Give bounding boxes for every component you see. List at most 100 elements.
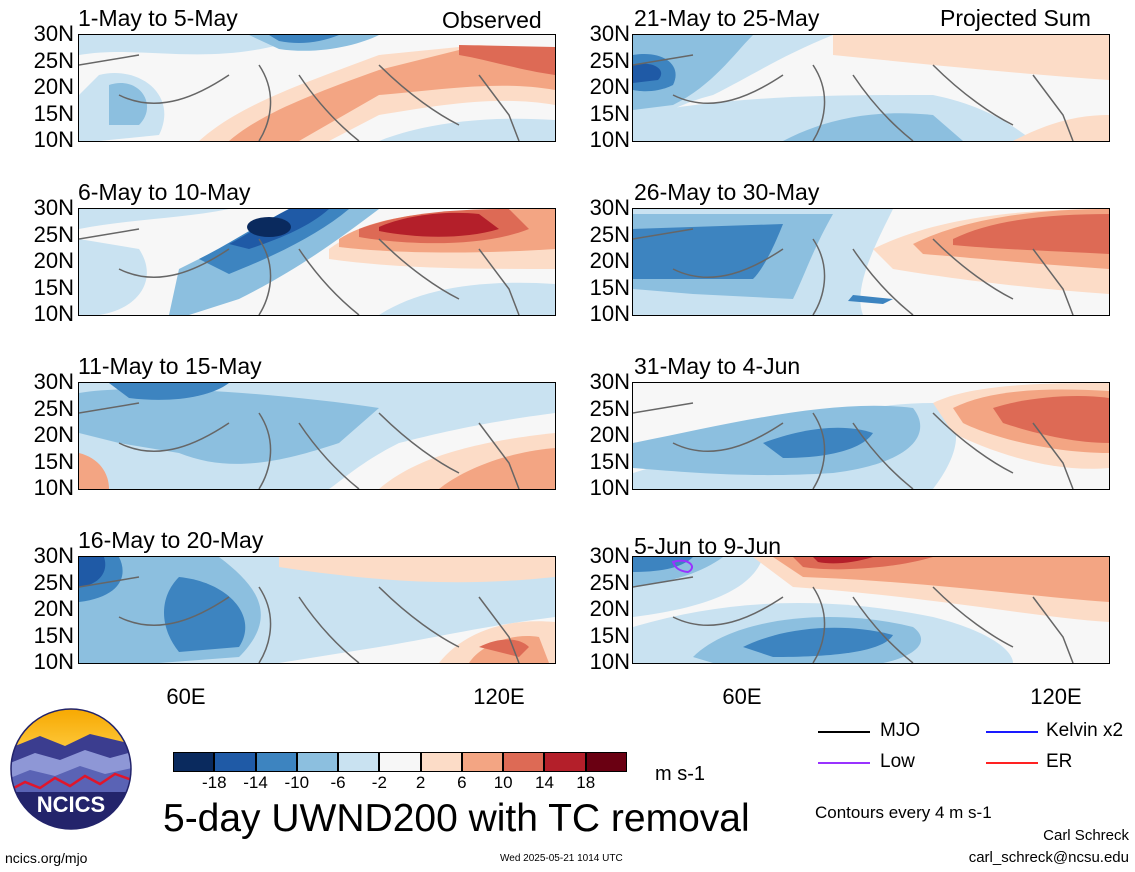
lat-label: 30N	[589, 369, 630, 394]
author-name: Carl Schreck	[1043, 827, 1129, 844]
lat-label: 10N	[589, 649, 630, 674]
lat-label: 15N	[33, 100, 74, 126]
lat-label: 10N	[33, 127, 74, 152]
lat-label: 20N	[33, 596, 74, 621]
lat-label: 30N	[33, 21, 74, 46]
lat-label: 30N	[589, 195, 630, 220]
lat-label: 30N	[33, 195, 74, 220]
colorbar-tick-label: -6	[330, 773, 346, 792]
lat-label: 20N	[589, 74, 630, 99]
panel-title-l0: 1-May to 5-May	[78, 5, 238, 31]
lat-label: 20N	[33, 74, 74, 99]
lat-label: 15N	[33, 622, 74, 648]
panel-tag-projected: Projected Sum	[940, 5, 1091, 31]
lat-label: 25N	[589, 569, 630, 595]
lat-label: 10N	[589, 301, 630, 326]
panel-title-r3: 5-Jun to 9-Jun	[634, 533, 782, 559]
lat-label: 25N	[589, 395, 630, 421]
lat-label: 15N	[589, 100, 630, 126]
colorbar-tick-label: 2	[415, 773, 426, 792]
lat-label: 15N	[33, 274, 74, 300]
lat-label: 25N	[589, 221, 630, 247]
colorbar-swatch	[503, 752, 545, 772]
panel-title-l3: 16-May to 20-May	[78, 527, 264, 553]
lat-label: 10N	[33, 649, 74, 674]
main-title: 5-day UWND200 with TC removal	[163, 797, 750, 840]
legend-line-low	[818, 762, 870, 764]
lat-label: 10N	[33, 301, 74, 326]
map-panel-r0	[632, 34, 1110, 142]
lon-label-120e-right: 120E	[1030, 684, 1082, 709]
panel-title-r0: 21-May to 25-May	[634, 5, 820, 31]
legend-label-mjo: MJO	[880, 720, 921, 741]
lat-label: 20N	[589, 248, 630, 273]
lon-label-60e-right: 60E	[722, 684, 762, 709]
colorbar-tick-label: -2	[371, 773, 387, 792]
lat-label: 20N	[589, 422, 630, 447]
lat-label: 30N	[33, 369, 74, 394]
lat-label: 30N	[589, 21, 630, 46]
colorbar	[173, 752, 627, 772]
lat-label: 25N	[33, 395, 74, 421]
map-panel-r2	[632, 382, 1110, 490]
legend-line-mjo	[818, 731, 870, 733]
lat-label: 15N	[589, 274, 630, 300]
colorbar-tick-label: 18	[576, 773, 596, 792]
website-url: ncics.org/mjo	[5, 850, 88, 866]
colorbar-units: m s-1	[655, 763, 705, 785]
colorbar-swatch	[585, 752, 627, 772]
lat-label: 15N	[33, 448, 74, 474]
legend-label-low: Low	[880, 751, 915, 772]
lat-label: 15N	[589, 622, 630, 648]
colorbar-swatch	[296, 752, 339, 772]
colorbar-tick-label: -10	[284, 773, 310, 792]
colorbar-swatch	[461, 752, 504, 772]
legend-label-er: ER	[1046, 751, 1073, 772]
contour-note: Contours every 4 m s-1	[815, 803, 992, 822]
colorbar-tick-label: 10	[493, 773, 513, 792]
colorbar-tick-label: 6	[457, 773, 467, 792]
ncics-logo: NCICS	[10, 708, 132, 830]
colorbar-swatch	[420, 752, 462, 772]
panel-title-l2: 11-May to 15-May	[78, 353, 262, 379]
lat-label: 20N	[33, 422, 74, 447]
lat-label: 25N	[33, 47, 74, 73]
lat-label: 20N	[589, 596, 630, 621]
colorbar-swatch	[338, 752, 380, 772]
logo-text: NCICS	[37, 792, 105, 817]
map-panel-r1	[632, 208, 1110, 316]
author-email: carl_schreck@ncsu.edu	[968, 849, 1129, 866]
panel-tag-observed: Observed	[442, 7, 542, 33]
lat-label: 30N	[589, 543, 630, 568]
colorbar-swatch	[214, 752, 256, 772]
colorbar-swatch	[379, 752, 421, 772]
map-panel-l0	[78, 34, 556, 142]
colorbar-swatch	[544, 752, 586, 772]
lat-label: 15N	[589, 448, 630, 474]
lat-label: 30N	[33, 543, 74, 568]
panel-title-r1: 26-May to 30-May	[634, 179, 820, 205]
colorbar-tick-label: -14	[243, 773, 268, 792]
map-panel-l3	[78, 556, 556, 664]
colorbar-tick-label: 14	[534, 773, 554, 792]
map-panel-r3	[632, 556, 1110, 664]
colorbar-swatch	[255, 752, 297, 772]
map-panel-l1	[78, 208, 556, 316]
panel-title-l1: 6-May to 10-May	[78, 179, 251, 205]
lat-label: 25N	[33, 569, 74, 595]
panel-title-r2: 31-May to 4-Jun	[634, 353, 801, 379]
lat-label: 25N	[589, 47, 630, 73]
lat-label: 25N	[33, 221, 74, 247]
legend-line-kelvin	[986, 731, 1038, 733]
legend-label-kelvin: Kelvin x2	[1046, 720, 1124, 741]
lon-label-120e-left: 120E	[473, 684, 525, 709]
legend-line-er	[986, 762, 1038, 764]
lat-label: 20N	[33, 248, 74, 273]
lat-label: 10N	[589, 475, 630, 500]
lon-label-60e-left: 60E	[166, 684, 206, 709]
colorbar-tick-label: -18	[201, 773, 227, 792]
timestamp: Wed 2025-05-21 1014 UTC	[500, 853, 623, 864]
lat-label: 10N	[589, 127, 630, 152]
map-panel-l2	[78, 382, 556, 490]
colorbar-swatch	[173, 752, 215, 772]
